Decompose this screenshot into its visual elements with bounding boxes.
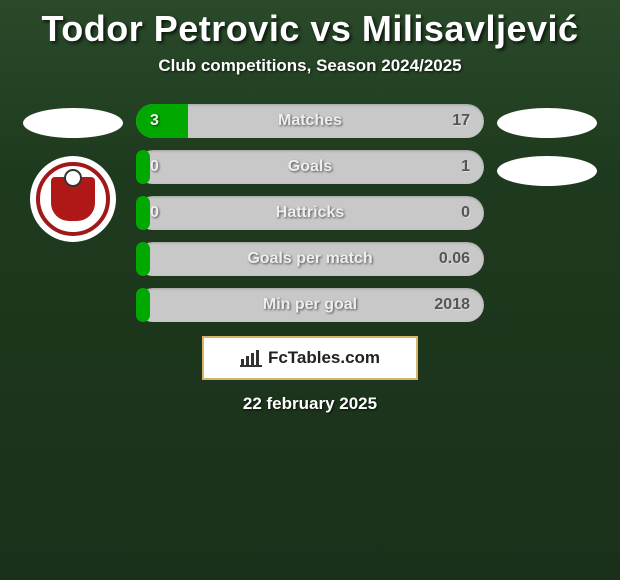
player-badge-placeholder xyxy=(497,108,597,138)
right-player-column xyxy=(492,104,602,186)
stat-fill xyxy=(136,196,150,230)
club-emblem-icon xyxy=(51,177,95,221)
stat-fill xyxy=(136,104,188,138)
subtitle: Club competitions, Season 2024/2025 xyxy=(0,56,620,76)
brand-text: FcTables.com xyxy=(268,348,380,368)
stat-label: Matches xyxy=(278,112,342,130)
stat-fill xyxy=(136,288,150,322)
brand-attribution[interactable]: FcTables.com xyxy=(202,336,418,380)
bar-chart-icon xyxy=(240,349,262,367)
stat-fill xyxy=(136,150,150,184)
stat-bar: 0 Goals 1 xyxy=(136,150,484,184)
stat-value-right: 1 xyxy=(461,158,470,176)
stat-label: Goals xyxy=(288,158,332,176)
stat-value-left: 0 xyxy=(150,204,159,222)
stat-value-right: 17 xyxy=(452,112,470,130)
stat-value-right: 2018 xyxy=(434,296,470,314)
content-row: 3 Matches 17 0 Goals 1 0 Hattricks 0 Goals per ma… xyxy=(0,104,620,322)
club-badge-left xyxy=(30,156,116,242)
stat-bar: Min per goal 2018 xyxy=(136,288,484,322)
stat-bar: 3 Matches 17 xyxy=(136,104,484,138)
stat-label: Goals per match xyxy=(247,250,372,268)
club-badge-placeholder xyxy=(497,156,597,186)
stat-label: Hattricks xyxy=(276,204,344,222)
stats-column: 3 Matches 17 0 Goals 1 0 Hattricks 0 Goals per ma… xyxy=(136,104,484,322)
page-title: Todor Petrovic vs Milisavljević xyxy=(0,8,620,50)
stat-label: Min per goal xyxy=(263,296,357,314)
stat-value-right: 0 xyxy=(461,204,470,222)
stat-fill xyxy=(136,242,150,276)
stat-value-right: 0.06 xyxy=(439,250,470,268)
stat-bar: 0 Hattricks 0 xyxy=(136,196,484,230)
club-badge-inner xyxy=(36,162,110,236)
stat-value-left: 0 xyxy=(150,158,159,176)
left-player-column xyxy=(18,104,128,242)
stat-bar: Goals per match 0.06 xyxy=(136,242,484,276)
date-text: 22 february 2025 xyxy=(0,394,620,414)
player-badge-placeholder xyxy=(23,108,123,138)
stat-value-left: 3 xyxy=(150,112,159,130)
comparison-card: Todor Petrovic vs Milisavljević Club com… xyxy=(0,0,620,414)
